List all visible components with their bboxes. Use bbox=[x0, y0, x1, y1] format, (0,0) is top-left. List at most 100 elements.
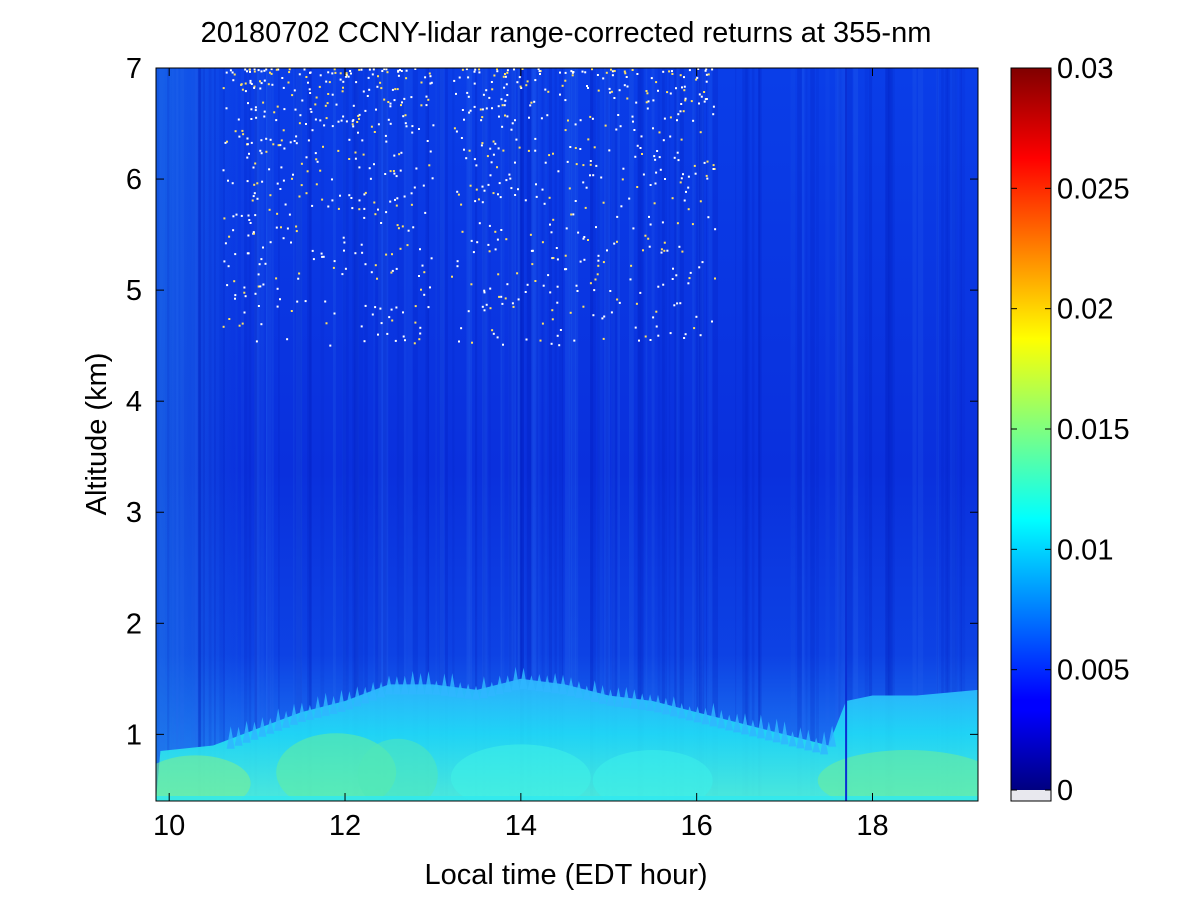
noise-dot bbox=[660, 251, 663, 254]
streak bbox=[300, 68, 303, 801]
noise-dot bbox=[559, 93, 561, 96]
layer-spike bbox=[796, 727, 805, 749]
noise-dot bbox=[357, 131, 359, 134]
noise-dot bbox=[280, 226, 282, 229]
streak bbox=[611, 68, 613, 801]
noise-dot bbox=[506, 283, 509, 286]
streak bbox=[696, 68, 698, 801]
noise-dot bbox=[298, 122, 301, 125]
noise-dot bbox=[247, 102, 249, 105]
noise-dot bbox=[341, 273, 344, 276]
noise-dot bbox=[491, 329, 494, 332]
noise-dot bbox=[687, 208, 690, 211]
noise-dot bbox=[238, 324, 241, 327]
streak bbox=[645, 68, 648, 801]
noise-dot bbox=[679, 181, 682, 184]
streak bbox=[364, 68, 368, 801]
noise-dot bbox=[323, 124, 326, 127]
noise-dot bbox=[605, 71, 608, 74]
noise-dot bbox=[419, 332, 422, 335]
streak bbox=[617, 68, 620, 801]
streak bbox=[342, 68, 349, 801]
noise-dot bbox=[496, 336, 499, 339]
noise-dot bbox=[305, 192, 308, 195]
noise-dot bbox=[427, 98, 430, 101]
noise-dot bbox=[428, 164, 431, 167]
noise-dot bbox=[244, 295, 247, 298]
noise-dot bbox=[549, 291, 552, 294]
noise-dot bbox=[455, 92, 457, 95]
noise-dot bbox=[270, 68, 273, 71]
layer-spike bbox=[574, 681, 583, 698]
noise-dot bbox=[311, 249, 314, 252]
noise-dot bbox=[395, 267, 398, 270]
noise-dot bbox=[411, 125, 414, 128]
noise-dot bbox=[504, 297, 507, 300]
noise-dot bbox=[422, 184, 425, 187]
streak bbox=[637, 68, 641, 801]
noise-dot bbox=[703, 91, 706, 93]
noise-dot bbox=[364, 191, 367, 194]
streak bbox=[483, 68, 486, 801]
noise-dot bbox=[271, 83, 274, 86]
streak bbox=[846, 68, 853, 801]
layer-spike bbox=[369, 681, 378, 701]
noise-dot bbox=[402, 311, 404, 314]
streak bbox=[531, 68, 535, 801]
noise-dot bbox=[524, 199, 527, 202]
noise-dot bbox=[420, 288, 422, 291]
noise-dot bbox=[260, 323, 263, 326]
noise-dot bbox=[655, 171, 658, 174]
noise-dot bbox=[400, 151, 403, 154]
noise-dot bbox=[712, 113, 715, 116]
noise-dot bbox=[414, 68, 417, 70]
layer-spike bbox=[812, 737, 821, 753]
noise-dot bbox=[305, 123, 307, 125]
noise-dot bbox=[657, 285, 660, 288]
noise-dot bbox=[602, 337, 605, 340]
noise-dot bbox=[488, 96, 491, 99]
noise-dot bbox=[683, 89, 686, 92]
noise-dot bbox=[259, 285, 262, 288]
noise-dot bbox=[531, 263, 534, 266]
noise-dot bbox=[282, 237, 285, 240]
noise-dot bbox=[267, 83, 270, 86]
noise-dot bbox=[253, 70, 256, 73]
streak bbox=[835, 68, 840, 801]
streak bbox=[293, 68, 295, 801]
noise-dot bbox=[223, 260, 226, 263]
noise-dot bbox=[412, 226, 415, 229]
noise-dot bbox=[631, 115, 634, 118]
noise-dot bbox=[327, 71, 330, 74]
noise-dot bbox=[402, 335, 405, 338]
streak bbox=[240, 68, 245, 801]
noise-dot bbox=[613, 70, 616, 72]
streak bbox=[590, 68, 594, 801]
noise-dot bbox=[246, 143, 249, 146]
noise-dot bbox=[319, 169, 322, 172]
noise-dot bbox=[291, 94, 294, 97]
noise-dot bbox=[486, 155, 489, 158]
noise-dot bbox=[224, 242, 227, 245]
layer-spike bbox=[416, 673, 425, 695]
noise-dot bbox=[243, 286, 246, 289]
noise-dot bbox=[695, 78, 698, 81]
noise-dot bbox=[243, 291, 246, 294]
x-axis-label: Local time (EDT hour) bbox=[424, 859, 707, 891]
layer-spike bbox=[282, 710, 291, 728]
noise-dot bbox=[453, 127, 456, 130]
noise-dot bbox=[633, 129, 636, 131]
streak bbox=[751, 68, 755, 801]
noise-dot bbox=[506, 115, 509, 118]
noise-dot bbox=[260, 258, 263, 261]
noise-dot bbox=[402, 115, 405, 118]
noise-dot bbox=[619, 125, 622, 128]
noise-dot bbox=[358, 117, 360, 120]
noise-dot bbox=[669, 116, 672, 119]
noise-dot bbox=[253, 85, 256, 88]
streak bbox=[562, 68, 564, 801]
noise-dot bbox=[534, 137, 537, 140]
streak bbox=[353, 68, 360, 801]
noise-dot bbox=[570, 213, 573, 216]
noise-dot bbox=[506, 71, 509, 74]
